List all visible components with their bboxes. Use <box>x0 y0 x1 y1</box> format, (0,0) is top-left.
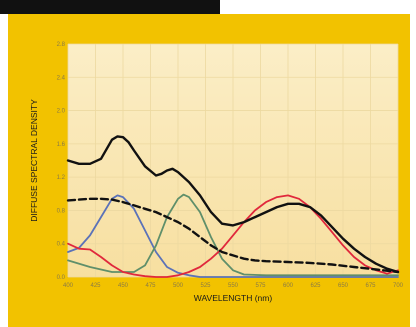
x-axis-title: WAVELENGTH (nm) <box>194 293 273 303</box>
x-tick-label: 550 <box>228 283 239 289</box>
series-line-2 <box>67 194 399 278</box>
y-tick-label: 0.8 <box>57 208 66 214</box>
series-line-0 <box>66 135 400 274</box>
y-tick-label: 2.8 <box>57 42 66 48</box>
x-tick-label: 625 <box>310 283 321 289</box>
x-tick-label: 500 <box>173 283 184 289</box>
x-tick-label: 575 <box>255 283 266 289</box>
tick-labels: 400 425 450 475 500 525 550 575 600 625 650 675 700 0… <box>57 42 404 289</box>
y-tick-label: 1.6 <box>57 142 66 148</box>
x-tick-label: 425 <box>90 283 101 289</box>
x-tick-label: 450 <box>118 283 129 289</box>
x-tick-label: 475 <box>145 283 156 289</box>
grid <box>67 43 399 278</box>
x-tick-label: 700 <box>393 283 404 289</box>
x-tick-label: 400 <box>63 283 74 289</box>
y-tick-label: 0.4 <box>57 242 66 248</box>
x-tick-label: 525 <box>200 283 211 289</box>
top-black-bar <box>0 0 220 14</box>
series-line-4 <box>67 194 399 278</box>
y-tick-label: 2.0 <box>57 109 66 115</box>
y-tick-label: 1.2 <box>57 175 66 181</box>
series-layer <box>66 135 400 278</box>
y-tick-label: 2.4 <box>57 75 66 81</box>
x-tick-label: 600 <box>283 283 294 289</box>
y-tick-label: 0.0 <box>57 275 66 281</box>
x-tick-label: 650 <box>338 283 349 289</box>
y-axis-title: DIFFUSE SPECTRAL DENSITY <box>29 99 39 222</box>
x-tick-label: 675 <box>365 283 376 289</box>
series-line-3 <box>67 193 399 277</box>
series-line-1 <box>66 197 400 274</box>
